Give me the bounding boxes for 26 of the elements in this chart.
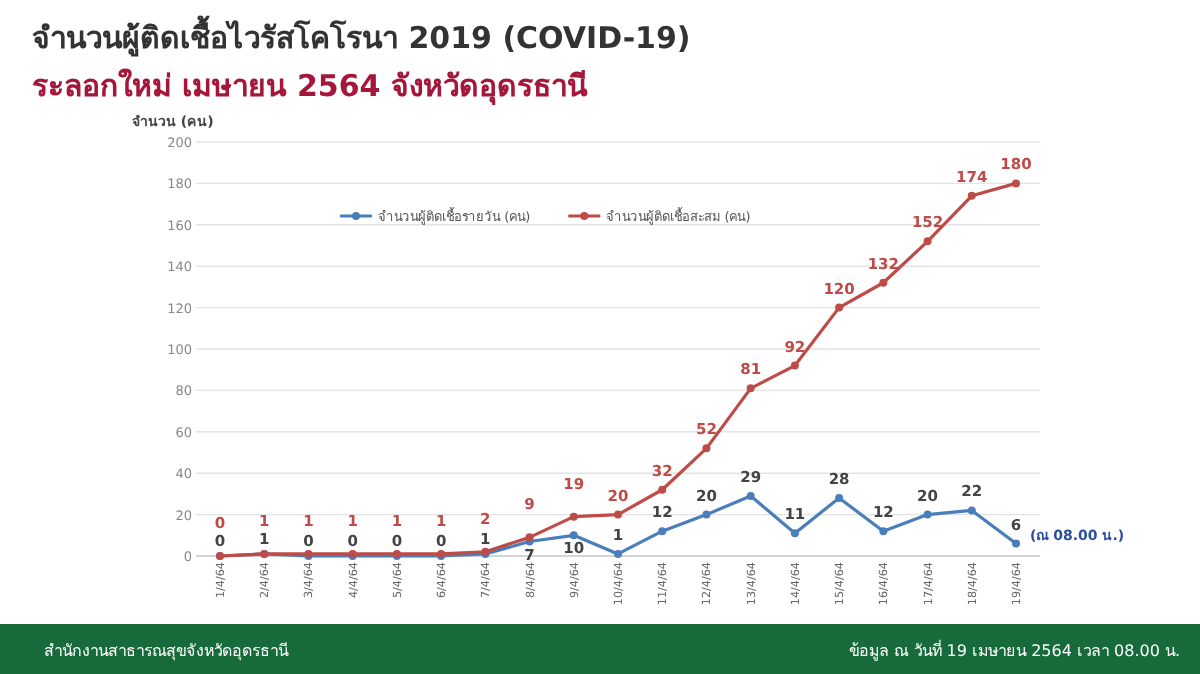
point bbox=[746, 491, 755, 500]
point bbox=[790, 361, 799, 370]
point bbox=[569, 512, 578, 521]
point bbox=[746, 384, 755, 393]
point bbox=[614, 549, 622, 558]
point bbox=[1012, 179, 1020, 188]
point bbox=[923, 237, 932, 246]
point bbox=[835, 303, 844, 312]
point bbox=[967, 506, 976, 515]
point bbox=[1012, 539, 1020, 548]
point bbox=[658, 485, 667, 494]
point bbox=[879, 278, 888, 287]
point bbox=[790, 529, 799, 538]
point bbox=[569, 531, 578, 540]
point bbox=[658, 527, 667, 536]
point bbox=[835, 494, 844, 503]
text: สำนักงานสาธารณสุขจังหวัดอุดรธานี bbox=[44, 642, 290, 660]
chart-subtitle: ระลอกใหม่ เมษายน 2564 จังหวัดอุดรธานี bbox=[32, 68, 589, 106]
point bbox=[967, 191, 976, 200]
point bbox=[879, 527, 888, 536]
point bbox=[702, 444, 711, 453]
point bbox=[614, 510, 622, 519]
text: ข้อมูล ณ วันที่ 19 เมษายน 2564 เวลา 08.00 น. bbox=[849, 638, 1180, 662]
point bbox=[923, 510, 932, 519]
point bbox=[702, 510, 711, 519]
chart-title: จำนวนผู้ติดเชื้อไวรัสโคโรนา 2019 (COVID-19) bbox=[32, 14, 691, 58]
